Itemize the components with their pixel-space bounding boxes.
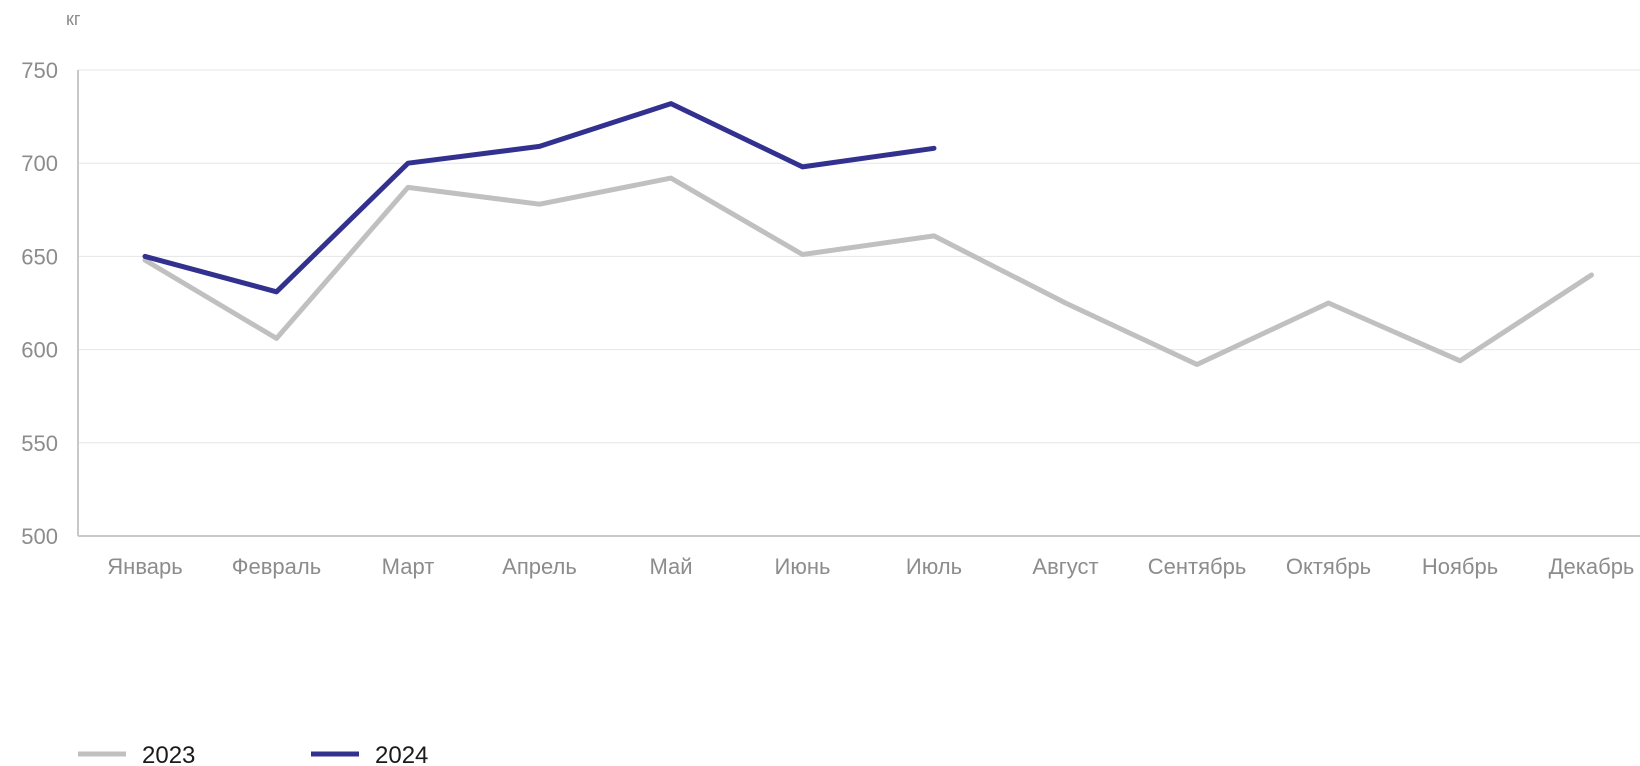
series-lines <box>142 101 1594 367</box>
legend: 2023 2024 <box>78 742 428 766</box>
x-tick-label: Февраль <box>232 554 321 579</box>
y-tick-label: 500 <box>21 524 58 549</box>
y-tick-label: 750 <box>21 58 58 83</box>
series-line-2024 <box>142 101 937 295</box>
grid-lines <box>78 69 1640 444</box>
x-tick-label: Ноябрь <box>1422 554 1498 579</box>
x-tick-label: Март <box>382 554 435 579</box>
x-tick-label: Май <box>649 554 692 579</box>
y-tick-label: 550 <box>21 431 58 456</box>
x-tick-label: Сентябрь <box>1148 554 1247 579</box>
axes <box>77 70 1640 537</box>
x-tick-label: Июль <box>906 554 962 579</box>
tick-labels: 500 550 600 650 700 750 кг Январь Февраль Март Апр… <box>21 9 1634 579</box>
x-tick-label: Январь <box>107 554 182 579</box>
y-tick-label: 600 <box>21 338 58 363</box>
x-tick-label: Декабрь <box>1549 554 1635 579</box>
series-line-2023 <box>142 175 1594 367</box>
x-tick-label: Август <box>1032 554 1098 579</box>
legend-label: 2023 <box>142 742 195 766</box>
x-tick-label: Апрель <box>502 554 577 579</box>
x-tick-label: Октябрь <box>1286 554 1371 579</box>
x-tick-label: Июнь <box>775 554 831 579</box>
legend-label: 2024 <box>375 742 428 766</box>
y-tick-label: 700 <box>21 151 58 176</box>
y-tick-label: 650 <box>21 244 58 269</box>
y-axis-unit-label: кг <box>66 9 81 29</box>
